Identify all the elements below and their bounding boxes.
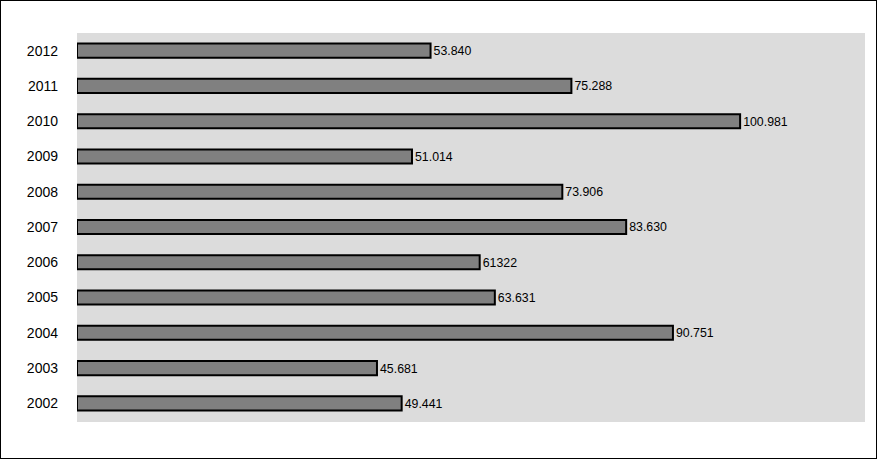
svg-text:2007: 2007 (27, 219, 58, 235)
svg-text:75.288: 75.288 (574, 79, 612, 93)
svg-text:53.840: 53.840 (434, 44, 472, 58)
svg-text:61322: 61322 (483, 256, 517, 270)
svg-text:83.630: 83.630 (629, 220, 667, 234)
svg-text:100.981: 100.981 (743, 115, 788, 129)
svg-text:2003: 2003 (27, 360, 58, 376)
svg-text:2012: 2012 (27, 43, 58, 59)
svg-text:2005: 2005 (27, 289, 58, 305)
svg-text:2004: 2004 (27, 325, 58, 341)
svg-text:49.441: 49.441 (405, 397, 443, 411)
svg-text:63.631: 63.631 (498, 291, 536, 305)
svg-text:2009: 2009 (27, 148, 58, 164)
svg-text:90.751: 90.751 (676, 326, 714, 340)
svg-text:2002: 2002 (27, 395, 58, 411)
svg-text:2011: 2011 (28, 78, 58, 94)
svg-text:2010: 2010 (27, 113, 58, 129)
svg-text:2008: 2008 (27, 184, 58, 200)
svg-text:2006: 2006 (27, 254, 58, 270)
svg-text:73.906: 73.906 (565, 185, 603, 199)
svg-text:51.014: 51.014 (415, 150, 453, 164)
svg-text:45.681: 45.681 (380, 362, 418, 376)
